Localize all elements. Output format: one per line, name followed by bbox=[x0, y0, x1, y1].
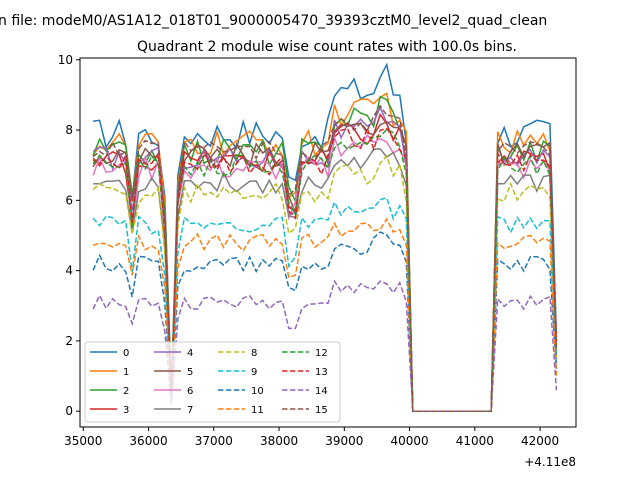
legend-label: 1 bbox=[123, 367, 129, 378]
legend-label: 8 bbox=[251, 348, 257, 359]
legend-label: 5 bbox=[187, 367, 193, 378]
legend-label: 11 bbox=[251, 405, 264, 416]
chart-title: Quadrant 2 module wise count rates with … bbox=[137, 39, 517, 55]
y-axis: 0 2 4 6 8 10 bbox=[58, 53, 80, 418]
plot-frame bbox=[79, 57, 577, 428]
legend-label: 7 bbox=[187, 405, 193, 416]
legend-label: 14 bbox=[315, 386, 328, 397]
x-tick-label: 37000 bbox=[195, 434, 233, 448]
legend-label: 0 bbox=[123, 348, 129, 359]
legend-label: 9 bbox=[251, 367, 257, 378]
y-tick-label: 4 bbox=[65, 264, 73, 278]
y-tick-label: 2 bbox=[65, 334, 73, 348]
suptitle: n file: modeM0/AS1A12_018T01_9000005470_… bbox=[0, 13, 547, 29]
x-tick-label: 35000 bbox=[64, 434, 102, 448]
y-tick-label: 6 bbox=[65, 193, 73, 207]
legend-box bbox=[84, 341, 341, 423]
x-tick-label: 42000 bbox=[521, 434, 559, 448]
x-axis: 35000 36000 37000 38000 39000 40000 41000 42000 bbox=[64, 427, 559, 448]
x-tick-label: 38000 bbox=[260, 434, 298, 448]
legend-label: 3 bbox=[123, 405, 129, 416]
legend-label: 6 bbox=[187, 386, 193, 397]
legend-label: 13 bbox=[315, 367, 328, 378]
x-tick-label: 36000 bbox=[129, 434, 167, 448]
legend-label: 12 bbox=[315, 348, 328, 359]
x-tick-label: 40000 bbox=[390, 434, 428, 448]
y-tick-label: 8 bbox=[65, 123, 73, 137]
x-tick-label: 39000 bbox=[325, 434, 363, 448]
y-tick-label: 10 bbox=[58, 53, 73, 67]
x-tick-label: 41000 bbox=[456, 434, 494, 448]
legend-label: 2 bbox=[123, 386, 129, 397]
legend-label: 4 bbox=[187, 348, 193, 359]
y-tick-label: 0 bbox=[65, 404, 73, 418]
legend-label: 15 bbox=[315, 405, 328, 416]
legend-label: 10 bbox=[251, 386, 264, 397]
x-offset-text: +4.11e8 bbox=[524, 455, 576, 469]
